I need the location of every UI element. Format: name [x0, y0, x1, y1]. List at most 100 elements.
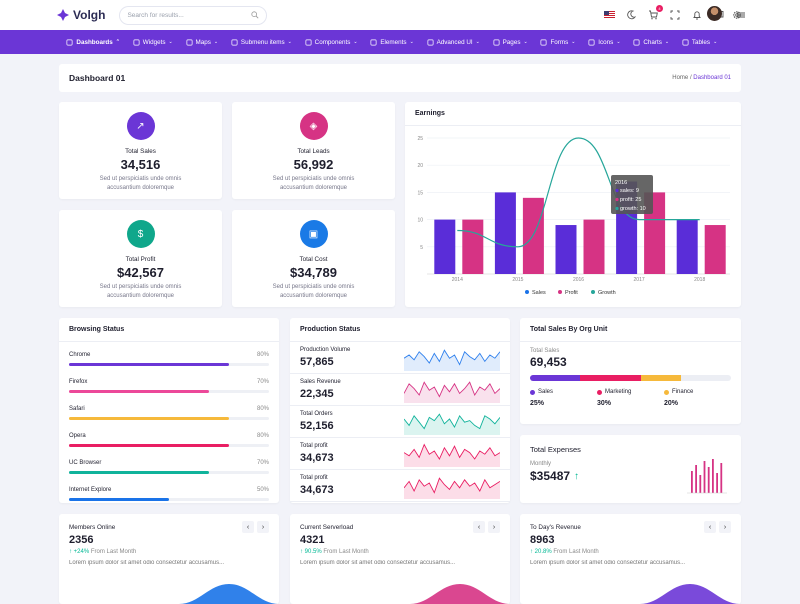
breadcrumb: Home / Dashboard 01 [672, 75, 731, 81]
stat-description: Sed ut perspiciatis unde omnis accusanti… [272, 284, 355, 299]
page-header: Dashboard 01 Home / Dashboard 01 [59, 64, 741, 92]
bar-sales-2016[interactable] [555, 225, 577, 274]
nav-item-dashboards[interactable]: Dashboards ⌃ [60, 30, 126, 54]
metric-description: Lorem ipsum dolor sit amet odio consecte… [300, 560, 456, 566]
header-actions: 4 [602, 0, 748, 30]
nav-label: Dashboards [76, 38, 113, 46]
brand-logo[interactable]: Volgh [57, 8, 105, 22]
org-legend-label: Marketing [597, 389, 664, 395]
nav-item-maps[interactable]: Maps ⌄ [179, 30, 224, 54]
nav-item-components[interactable]: Components ⌄ [298, 30, 364, 54]
dark-mode-icon[interactable] [624, 8, 638, 22]
nav-item-elements[interactable]: Elements ⌄ [364, 30, 420, 54]
bar-profit-2015[interactable] [522, 197, 544, 274]
sparkline-chart [404, 381, 500, 403]
y-tick-label: 20 [417, 163, 423, 169]
nav-label: Components [314, 38, 351, 46]
earnings-title: Earnings [415, 110, 445, 117]
progress-track [69, 471, 269, 474]
legend-dot [525, 290, 529, 294]
trend-text: From Last Month [90, 549, 137, 555]
legend-label-growth[interactable]: Growth [598, 290, 616, 296]
x-tick-label: 2017 [634, 277, 645, 283]
bar-sales-2014[interactable] [434, 219, 456, 274]
notification-bell-icon[interactable] [690, 8, 704, 22]
legend-dot [558, 290, 562, 294]
language-flag-icon[interactable] [602, 8, 616, 22]
browser-name: Opera [69, 433, 86, 439]
metric-value: 4321 [300, 534, 325, 546]
y-tick-label: 25 [417, 136, 423, 142]
growth-line [457, 137, 700, 248]
production-row: Total profit 34,673 [290, 470, 510, 502]
search-input[interactable]: Search for results... [119, 5, 268, 25]
stat-value: 34,516 [120, 157, 161, 172]
stat-label: Total Profit [125, 256, 156, 263]
mini-bar [716, 473, 718, 493]
nav-item-advanced-ui[interactable]: Advanced UI ⌄ [420, 30, 486, 54]
breadcrumb-current: Dashboard 01 [693, 75, 731, 81]
nav-item-submenu-items[interactable]: Submenu items ⌄ [225, 30, 299, 54]
search-icon[interactable] [251, 11, 259, 19]
nav-item-tables[interactable]: Tables ⌄ [675, 30, 723, 54]
next-arrow-button[interactable]: › [488, 521, 500, 533]
browsing-status-title: Browsing Status [69, 326, 125, 333]
breadcrumb-home[interactable]: Home [672, 75, 689, 81]
chevron-down-icon: ⌄ [664, 39, 670, 45]
chevron-down-icon: ⌄ [616, 39, 621, 45]
bar-profit-2016[interactable] [583, 219, 605, 274]
nav-item-icons[interactable]: Icons ⌄ [582, 30, 627, 54]
settings-gear-icon[interactable] [730, 8, 744, 22]
progress-track [69, 417, 269, 420]
prev-arrow-button[interactable]: ‹ [473, 521, 485, 533]
stat-card-total-leads: ◈ Total Leads 56,992 Sed ut perspiciatis un… [232, 102, 395, 199]
page-title: Dashboard 01 [69, 73, 126, 83]
nav-item-charts[interactable]: Charts ⌄ [627, 30, 676, 54]
production-value: 57,865 [300, 356, 334, 368]
tooltip-line: growth: 10 [620, 206, 646, 212]
stat-card-total-cost: ▣ Total Cost $34,789 Sed ut perspiciatis un… [232, 210, 395, 307]
progress-fill [69, 363, 229, 366]
legend-dot [591, 290, 595, 294]
brand-name: Volgh [73, 8, 106, 22]
nav-label: Tables [691, 38, 711, 46]
cart-icon[interactable]: 4 [646, 5, 663, 22]
mini-bar [703, 461, 706, 493]
production-row: Total Orders 52,156 [290, 406, 510, 438]
bar-profit-2014[interactable] [462, 219, 484, 274]
prev-arrow-button[interactable]: ‹ [242, 521, 254, 533]
production-label: Total Orders [300, 411, 333, 417]
expenses-value: $35487 [530, 469, 571, 483]
flag-icon [588, 39, 595, 45]
metric-trend: ↑ 20.8% From Last Month [520, 549, 741, 555]
metric-title: Members Online [69, 523, 116, 531]
org-unit-title: Total Sales By Org Unit [530, 326, 608, 333]
org-segment-name: Sales [538, 389, 554, 395]
legend-label-profit[interactable]: Profit [565, 290, 578, 296]
browser-percent: 70% [256, 460, 269, 466]
next-arrow-button[interactable]: › [257, 521, 269, 533]
legend-label-sales[interactable]: Sales [532, 290, 546, 296]
progress-fill [69, 471, 209, 474]
org-segment-percent: 20% [664, 400, 679, 407]
chevron-down-icon: ⌃ [115, 39, 120, 45]
nav-item-widgets[interactable]: Widgets ⌄ [126, 30, 179, 54]
browser-row: Internet Explore 50% [59, 487, 279, 514]
trend-text: From Last Month [323, 549, 369, 555]
nav-item-forms[interactable]: Forms ⌄ [534, 30, 582, 54]
home-icon [66, 39, 73, 45]
nav-item-pages[interactable]: Pages ⌄ [486, 30, 534, 54]
chart-icon [633, 39, 640, 45]
progress-track [69, 498, 269, 501]
fullscreen-icon[interactable] [668, 8, 682, 22]
org-unit-card: Total Sales By Org Unit Total Sales 69,4… [520, 318, 741, 424]
bar-profit-2018[interactable] [704, 225, 726, 274]
prev-arrow-button[interactable]: ‹ [704, 521, 716, 533]
browser-percent: 70% [256, 379, 269, 385]
production-label: Production Volume [300, 347, 351, 353]
next-arrow-button[interactable]: › [719, 521, 731, 533]
bar-sales-2018[interactable] [676, 219, 698, 274]
user-avatar[interactable] [707, 6, 722, 21]
bar-sales-2015[interactable] [494, 192, 516, 274]
metric-description: Lorem ipsum dolor sit amet odio consecte… [530, 560, 686, 566]
